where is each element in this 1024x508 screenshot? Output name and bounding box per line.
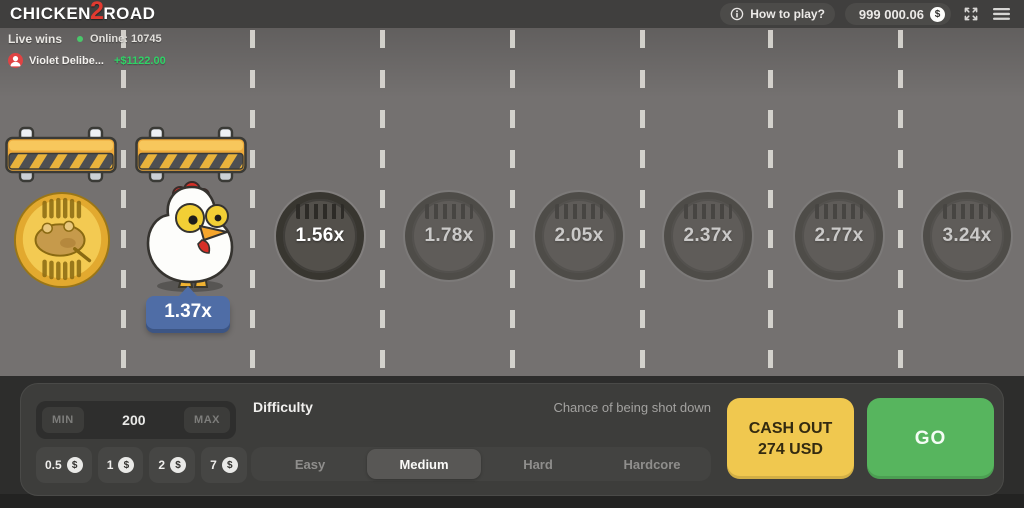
- quick-bet-0.5-button[interactable]: 0.5 $: [36, 447, 92, 483]
- topbar: CHICKEN 2 ROAD How to play? 999 000.06 $: [0, 0, 1024, 28]
- lane-divider: [640, 28, 645, 376]
- currency-symbol: $: [71, 459, 78, 471]
- cash-out-amount: 274 USD: [758, 440, 823, 458]
- manhole-grate: [296, 204, 344, 219]
- manhole-multiplier-4: 2.37x: [664, 192, 752, 280]
- logo-text-chicken: CHICKEN: [10, 4, 91, 23]
- live-wins-header: Live wins Online: 10745: [8, 32, 166, 46]
- chance-label: Chance of being shot down: [553, 400, 711, 415]
- lane-divider: [768, 28, 773, 376]
- app-logo: CHICKEN 2 ROAD: [10, 0, 156, 25]
- live-win-entry: Violet Delibe... +$1122.00: [8, 53, 166, 68]
- lane-divider: [510, 28, 515, 376]
- quick-bet-label: 0.5: [45, 458, 62, 472]
- currency-symbol: $: [934, 8, 941, 20]
- tab-hardcore[interactable]: Hardcore: [595, 449, 709, 479]
- dollar-coin-icon: $: [118, 457, 135, 473]
- multiplier-label: 2.37x: [683, 225, 733, 246]
- quick-bet-7-button[interactable]: 7 $: [201, 447, 247, 483]
- manhole-grate: [815, 204, 863, 219]
- manhole-multiplier-3: 2.05x: [535, 192, 623, 280]
- bet-min-button[interactable]: MIN: [42, 407, 84, 433]
- bet-amount-input[interactable]: [96, 411, 171, 429]
- quick-bet-row: 0.5 $ 1 $ 2 $ 7 $: [36, 447, 247, 483]
- live-wins-panel: Live wins Online: 10745 Violet Delibe...…: [8, 32, 166, 68]
- chicken-character: [146, 181, 234, 292]
- bet-max-button[interactable]: MAX: [184, 407, 230, 433]
- quick-bet-label: 7: [210, 458, 217, 472]
- how-to-play-label: How to play?: [750, 7, 825, 21]
- manhole-multiplier-5: 2.77x: [795, 192, 883, 280]
- manhole-grate: [943, 204, 991, 219]
- live-wins-label: Live wins: [8, 32, 63, 46]
- quick-bet-label: 2: [158, 458, 166, 472]
- go-button[interactable]: GO: [867, 398, 994, 479]
- info-icon: [730, 7, 744, 21]
- manhole-multiplier-2: 1.78x: [405, 192, 493, 280]
- fullscreen-button[interactable]: [961, 4, 981, 24]
- topbar-right: How to play? 999 000.06 $: [720, 3, 1012, 25]
- golden-chicken-coin: [13, 191, 111, 289]
- online-count: Online: 10745: [90, 33, 162, 45]
- game-road: Live wins Online: 10745 Violet Delibe...…: [0, 28, 1024, 376]
- difficulty-section: Difficulty Chance of being shot down Eas…: [251, 384, 711, 495]
- difficulty-label: Difficulty: [253, 399, 313, 415]
- road-barrier: [5, 126, 117, 183]
- control-bar: MIN MAX 0.5 $ 1 $ 2 $ 7 $: [0, 376, 1024, 508]
- currency-symbol: $: [175, 459, 181, 471]
- dollar-coin-icon: $: [930, 6, 945, 22]
- bet-amount-control: MIN MAX: [36, 401, 236, 439]
- currency-symbol: $: [226, 459, 233, 471]
- currency-symbol: $: [123, 459, 130, 471]
- balance-amount: 999 000.06: [858, 6, 924, 22]
- lane-divider: [250, 28, 255, 376]
- hamburger-menu-icon: [993, 8, 1010, 20]
- quick-bet-1-button[interactable]: 1 $: [97, 447, 144, 483]
- fullscreen-icon: [964, 7, 978, 21]
- winner-name: Violet Delibe...: [29, 54, 104, 67]
- multiplier-label: 1.56x: [295, 225, 345, 246]
- how-to-play-button[interactable]: How to play?: [720, 3, 835, 25]
- multiplier-label: 2.77x: [814, 225, 864, 246]
- lane-divider: [380, 28, 385, 376]
- logo-text-road: ROAD: [103, 4, 156, 23]
- quick-bet-2-button[interactable]: 2 $: [149, 447, 196, 483]
- multiplier-label: 1.78x: [424, 225, 474, 246]
- tab-hard[interactable]: Hard: [481, 449, 595, 479]
- manhole-grate: [684, 204, 732, 219]
- cash-out-button[interactable]: CASH OUT 274 USD: [727, 398, 854, 479]
- dollar-coin-icon: $: [66, 457, 83, 473]
- winner-avatar: [8, 53, 23, 68]
- current-multiplier-value: 1.37x: [146, 296, 230, 329]
- balance-display[interactable]: 999 000.06 $: [844, 3, 951, 25]
- manhole-grate: [425, 204, 473, 219]
- multiplier-label: 2.05x: [554, 225, 604, 246]
- online-status-dot: [77, 36, 84, 42]
- quick-bet-label: 1: [106, 458, 114, 472]
- manhole-grate: [555, 204, 603, 219]
- lane-divider: [121, 28, 126, 376]
- dollar-coin-icon: $: [221, 457, 238, 473]
- difficulty-tabs: Easy Medium Hard Hardcore: [251, 447, 711, 481]
- menu-button[interactable]: [991, 5, 1012, 23]
- lane-divider: [898, 28, 903, 376]
- person-icon: [10, 56, 21, 67]
- manhole-multiplier-1: 1.56x: [276, 192, 364, 280]
- winner-amount: +$1122.00: [114, 54, 166, 67]
- multiplier-label: 3.24x: [942, 225, 992, 246]
- manhole-multiplier-6: 3.24x: [923, 192, 1011, 280]
- dollar-coin-icon: $: [170, 457, 187, 473]
- cash-out-label: CASH OUT: [748, 419, 833, 437]
- road-barrier: [135, 126, 247, 183]
- tab-medium[interactable]: Medium: [367, 449, 481, 479]
- current-multiplier-badge: 1.37x: [146, 286, 230, 329]
- tab-easy[interactable]: Easy: [253, 449, 367, 479]
- control-panel: MIN MAX 0.5 $ 1 $ 2 $ 7 $: [20, 383, 1004, 496]
- badge-pointer: [179, 286, 197, 296]
